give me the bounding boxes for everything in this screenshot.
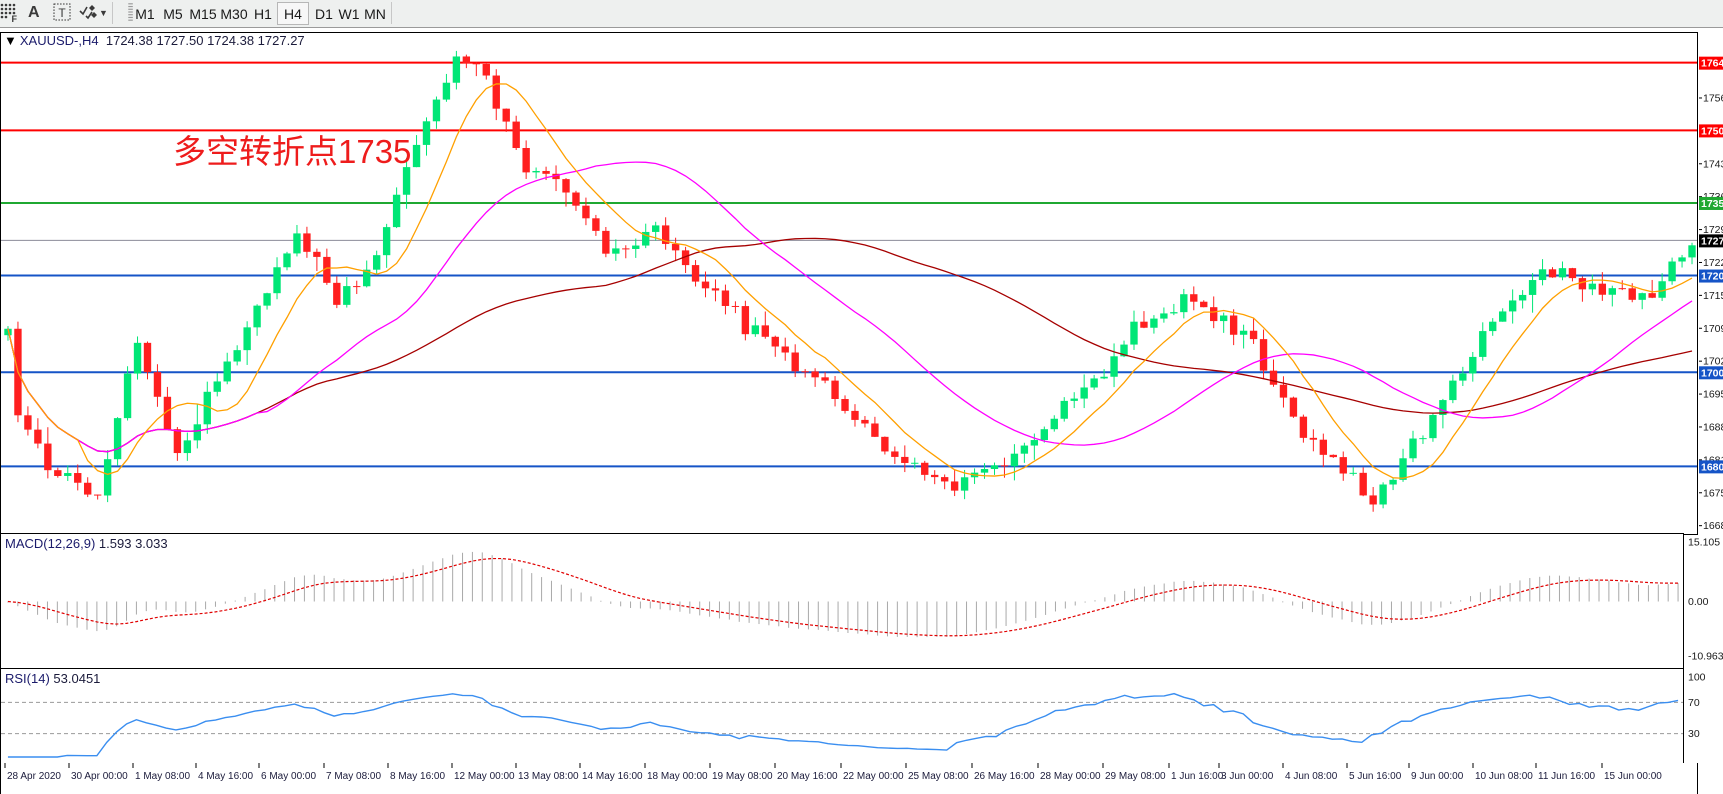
svg-text:70: 70 (1688, 697, 1700, 709)
svg-text:1702.30: 1702.30 (1703, 356, 1723, 368)
svg-text:14 May 16:00: 14 May 16:00 (582, 771, 643, 782)
svg-text:6 May 00:00: 6 May 00:00 (261, 771, 316, 782)
svg-text:30 Apr 00:00: 30 Apr 00:00 (71, 771, 128, 782)
svg-text:26 May 16:00: 26 May 16:00 (974, 771, 1035, 782)
svg-text:1750.00: 1750.00 (1701, 125, 1723, 137)
svg-text:1 May 08:00: 1 May 08:00 (135, 771, 190, 782)
svg-text:25 May 08:00: 25 May 08:00 (908, 771, 969, 782)
svg-text:13 May 08:00: 13 May 08:00 (518, 771, 579, 782)
svg-text:1700.00: 1700.00 (1701, 367, 1723, 379)
svg-text:0.00: 0.00 (1688, 596, 1709, 608)
svg-text:22 May 00:00: 22 May 00:00 (843, 771, 904, 782)
svg-text:1722.70: 1722.70 (1703, 257, 1723, 269)
svg-text:1680.56: 1680.56 (1701, 461, 1723, 473)
svg-text:8 May 16:00: 8 May 16:00 (390, 771, 445, 782)
svg-text:1729.50: 1729.50 (1703, 224, 1723, 236)
svg-text:1 Jun 16:00: 1 Jun 16:00 (1171, 771, 1224, 782)
svg-text:10 Jun 08:00: 10 Jun 08:00 (1475, 771, 1533, 782)
svg-text:9 Jun 00:00: 9 Jun 00:00 (1411, 771, 1464, 782)
svg-text:1720.00: 1720.00 (1701, 271, 1723, 283)
svg-text:1668.30: 1668.30 (1703, 520, 1723, 532)
svg-text:-10.963: -10.963 (1688, 651, 1723, 663)
svg-text:1688.70: 1688.70 (1703, 421, 1723, 433)
svg-text:1743.10: 1743.10 (1703, 158, 1723, 170)
svg-text:1715.90: 1715.90 (1703, 290, 1723, 302)
svg-text:15 Jun 00:00: 15 Jun 00:00 (1604, 771, 1662, 782)
svg-text:1727.27: 1727.27 (1701, 235, 1723, 247)
svg-text:1675.10: 1675.10 (1703, 487, 1723, 499)
svg-text:4 Jun 08:00: 4 Jun 08:00 (1285, 771, 1338, 782)
svg-text:11 Jun 16:00: 11 Jun 16:00 (1538, 771, 1596, 782)
svg-text:7 May 08:00: 7 May 08:00 (326, 771, 381, 782)
svg-text:30: 30 (1688, 728, 1700, 740)
svg-text:1735.00: 1735.00 (1701, 198, 1723, 210)
svg-text:1756.70: 1756.70 (1703, 92, 1723, 104)
svg-text:100: 100 (1688, 672, 1706, 684)
svg-text:1709.10: 1709.10 (1703, 323, 1723, 335)
svg-text:F: F (12, 14, 18, 23)
svg-text:20 May 16:00: 20 May 16:00 (777, 771, 838, 782)
svg-text:4 May 16:00: 4 May 16:00 (198, 771, 253, 782)
svg-text:18 May 00:00: 18 May 00:00 (647, 771, 708, 782)
svg-text:12 May 00:00: 12 May 00:00 (454, 771, 515, 782)
svg-text:28 May 00:00: 28 May 00:00 (1040, 771, 1101, 782)
svg-text:1695.50: 1695.50 (1703, 389, 1723, 401)
svg-text:3 Jun 00:00: 3 Jun 00:00 (1221, 771, 1274, 782)
svg-text:28 Apr 2020: 28 Apr 2020 (7, 771, 61, 782)
svg-text:T: T (58, 6, 66, 20)
svg-text:5 Jun 16:00: 5 Jun 16:00 (1349, 771, 1402, 782)
svg-text:15.105: 15.105 (1688, 537, 1720, 549)
svg-text:29 May 08:00: 29 May 08:00 (1105, 771, 1166, 782)
svg-text:1764.00: 1764.00 (1701, 58, 1723, 70)
svg-text:19 May 08:00: 19 May 08:00 (712, 771, 773, 782)
